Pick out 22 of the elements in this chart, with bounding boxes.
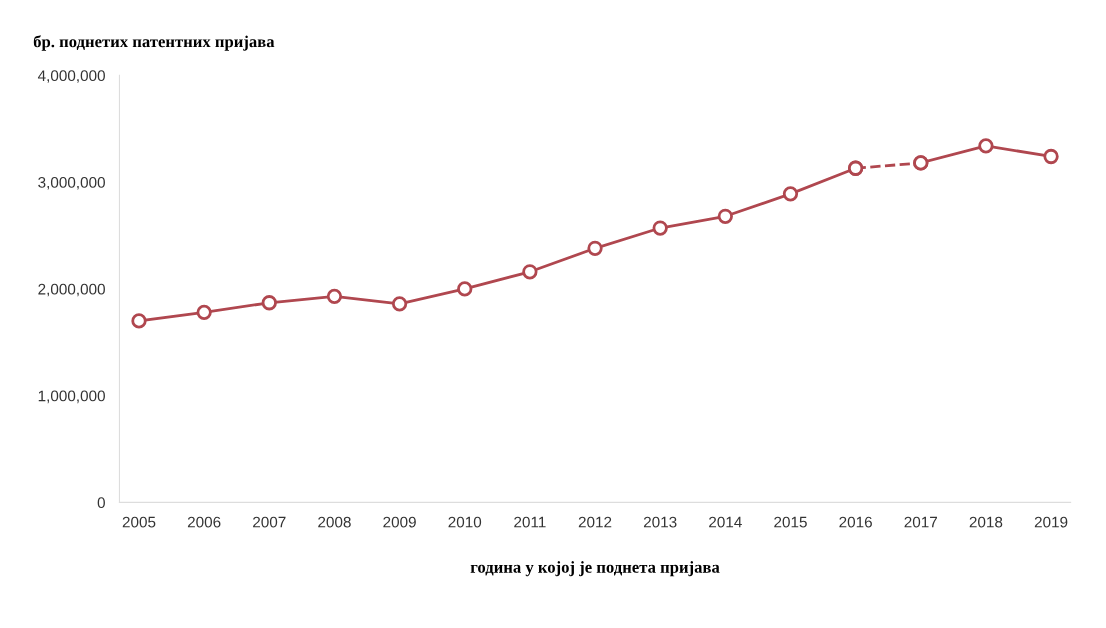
x-tick-label: 2005 xyxy=(122,516,156,528)
x-tick-label: 2008 xyxy=(318,516,351,528)
x-tick-label: 2007 xyxy=(253,516,286,528)
x-tick-label: 2017 xyxy=(904,516,937,528)
x-tick-label: 2011 xyxy=(514,516,546,528)
x-tick-label: 2012 xyxy=(578,516,612,528)
x-tick-label: 2006 xyxy=(187,516,221,528)
y-tick-label: 2,000,000 xyxy=(38,283,105,297)
x-tick-label: 2013 xyxy=(643,516,677,528)
y-tick-label: 4,000,000 xyxy=(37,70,105,83)
x-tick-label: 2018 xyxy=(969,516,1003,528)
y-tick-label: 0 xyxy=(97,497,105,509)
x-tick-label: 2009 xyxy=(383,516,416,528)
x-tick-label: 2015 xyxy=(774,516,807,528)
chart-title: бр. поднетих патентних пријава xyxy=(33,35,275,51)
x-tick-label: 2014 xyxy=(709,516,742,528)
x-axis-title: година у којој је поднета пријава xyxy=(470,561,720,577)
y-tick-label: 1,000,000 xyxy=(38,390,105,404)
x-tick-label: 2019 xyxy=(1034,516,1068,528)
x-tick-label: 2016 xyxy=(839,516,872,528)
y-tick-label: 3,000,000 xyxy=(38,176,105,190)
x-tick-label: 2010 xyxy=(448,516,482,528)
